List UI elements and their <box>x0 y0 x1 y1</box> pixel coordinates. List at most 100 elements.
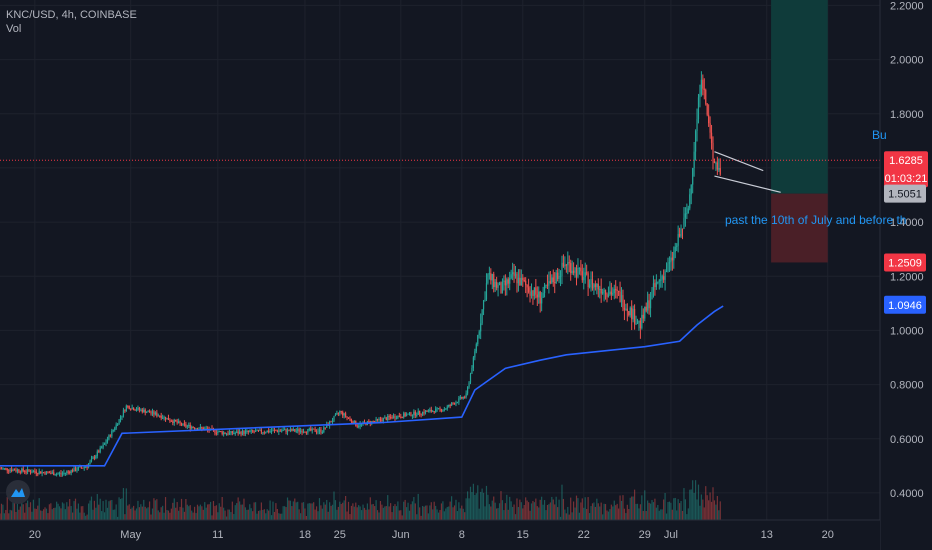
candle-body <box>424 410 427 414</box>
volume-bar <box>397 501 399 520</box>
candle-body <box>651 290 653 300</box>
time-axis[interactable]: 20 May 11 18 25 Jun 8 15 22 29 Jul 13 20 <box>0 519 880 550</box>
volume-bar <box>72 512 74 520</box>
volume-bar <box>712 487 714 520</box>
volume-bar <box>620 500 623 520</box>
candle-body <box>41 472 43 474</box>
volume-bar <box>375 500 377 520</box>
volume-bar <box>381 504 383 520</box>
candle-body <box>607 294 610 297</box>
candle-body <box>374 421 376 423</box>
time-axis-bg <box>0 520 880 550</box>
volume-bar <box>398 510 400 520</box>
candle-body <box>221 431 223 435</box>
candle-body <box>93 457 95 459</box>
volume-bar <box>241 504 244 520</box>
volume-bar <box>289 500 292 520</box>
volume-bar <box>308 503 310 520</box>
volume-bar <box>618 508 620 520</box>
candle-body <box>645 306 647 311</box>
price-axis[interactable]: 2.20002.00001.80001.60001.40001.20001.00… <box>879 0 932 550</box>
volume-bar <box>5 509 7 520</box>
candle-body <box>376 418 379 420</box>
volume-bar <box>697 484 700 520</box>
candle-body <box>660 279 662 281</box>
volume-bar <box>301 502 303 520</box>
candle-body <box>305 432 308 434</box>
candle-body <box>317 431 319 433</box>
candle-body <box>705 89 707 104</box>
stop-price-badge-bg <box>884 253 926 272</box>
candle-body <box>546 284 549 286</box>
annotation-note: past the 10th of July and before th <box>725 213 906 227</box>
candle-body <box>259 429 261 431</box>
candle-body <box>474 351 476 358</box>
volume-bar <box>478 508 480 520</box>
candle-body <box>195 428 197 430</box>
volume-bar <box>330 505 332 520</box>
volume-bar <box>516 498 518 520</box>
vwap-line <box>0 305 724 467</box>
candle-body <box>16 469 19 472</box>
volume-bar <box>164 497 167 520</box>
candle-body <box>464 396 466 398</box>
volume-bar <box>693 492 695 520</box>
volume-bar <box>456 511 459 520</box>
candle-body <box>395 418 398 420</box>
candle-body <box>513 272 515 276</box>
volume-bar <box>345 495 347 520</box>
volume-bar <box>227 509 229 520</box>
candle-body <box>392 416 395 419</box>
candle-body <box>564 264 566 267</box>
volume-bar <box>519 499 521 520</box>
volume-bar <box>590 506 592 520</box>
candle-body <box>535 287 537 295</box>
candle-body <box>156 412 158 416</box>
candle-body <box>572 270 575 273</box>
volume-bar <box>700 494 702 520</box>
candle-body <box>610 291 612 295</box>
candle-body <box>294 429 296 432</box>
price-tick-label: 0.8000 <box>890 380 924 392</box>
volume-bar <box>86 514 88 520</box>
volume-bar <box>353 506 355 520</box>
candle-body <box>227 433 229 435</box>
volume-bar <box>224 510 226 520</box>
volume-bar <box>562 498 565 520</box>
volume-bar <box>677 499 679 520</box>
candle-body <box>183 423 186 425</box>
tradingview-logo-icon[interactable] <box>6 480 30 504</box>
candle-body <box>427 410 429 412</box>
candle-body <box>342 411 344 416</box>
volume-bar <box>141 506 143 520</box>
candle-body <box>85 466 87 468</box>
volume-bar <box>612 506 614 520</box>
candle-body <box>234 432 236 434</box>
candle-body <box>496 281 498 288</box>
volume-bar <box>157 510 159 520</box>
volume-bar <box>214 506 216 520</box>
volume-bar <box>220 506 222 520</box>
volume-bar <box>317 511 319 520</box>
candle-body <box>61 473 64 475</box>
candle-body <box>239 431 241 434</box>
volume-bar <box>349 514 351 520</box>
volume-bar <box>522 508 524 520</box>
volume-bar <box>208 504 210 520</box>
volume-bar <box>572 501 575 520</box>
volume-bar <box>558 499 560 520</box>
candlesticks <box>0 71 721 478</box>
candle-body <box>661 276 663 280</box>
candle-body <box>462 396 464 399</box>
volume-bar <box>323 502 325 520</box>
volume-bar <box>416 514 418 520</box>
volume-bar <box>485 485 488 520</box>
volume-bar <box>523 504 525 520</box>
candle-body <box>262 432 264 434</box>
candle-body <box>22 468 24 471</box>
volume-bar <box>176 502 178 520</box>
candle-body <box>456 402 459 404</box>
candle-body <box>671 257 673 261</box>
candle-body <box>433 411 435 413</box>
